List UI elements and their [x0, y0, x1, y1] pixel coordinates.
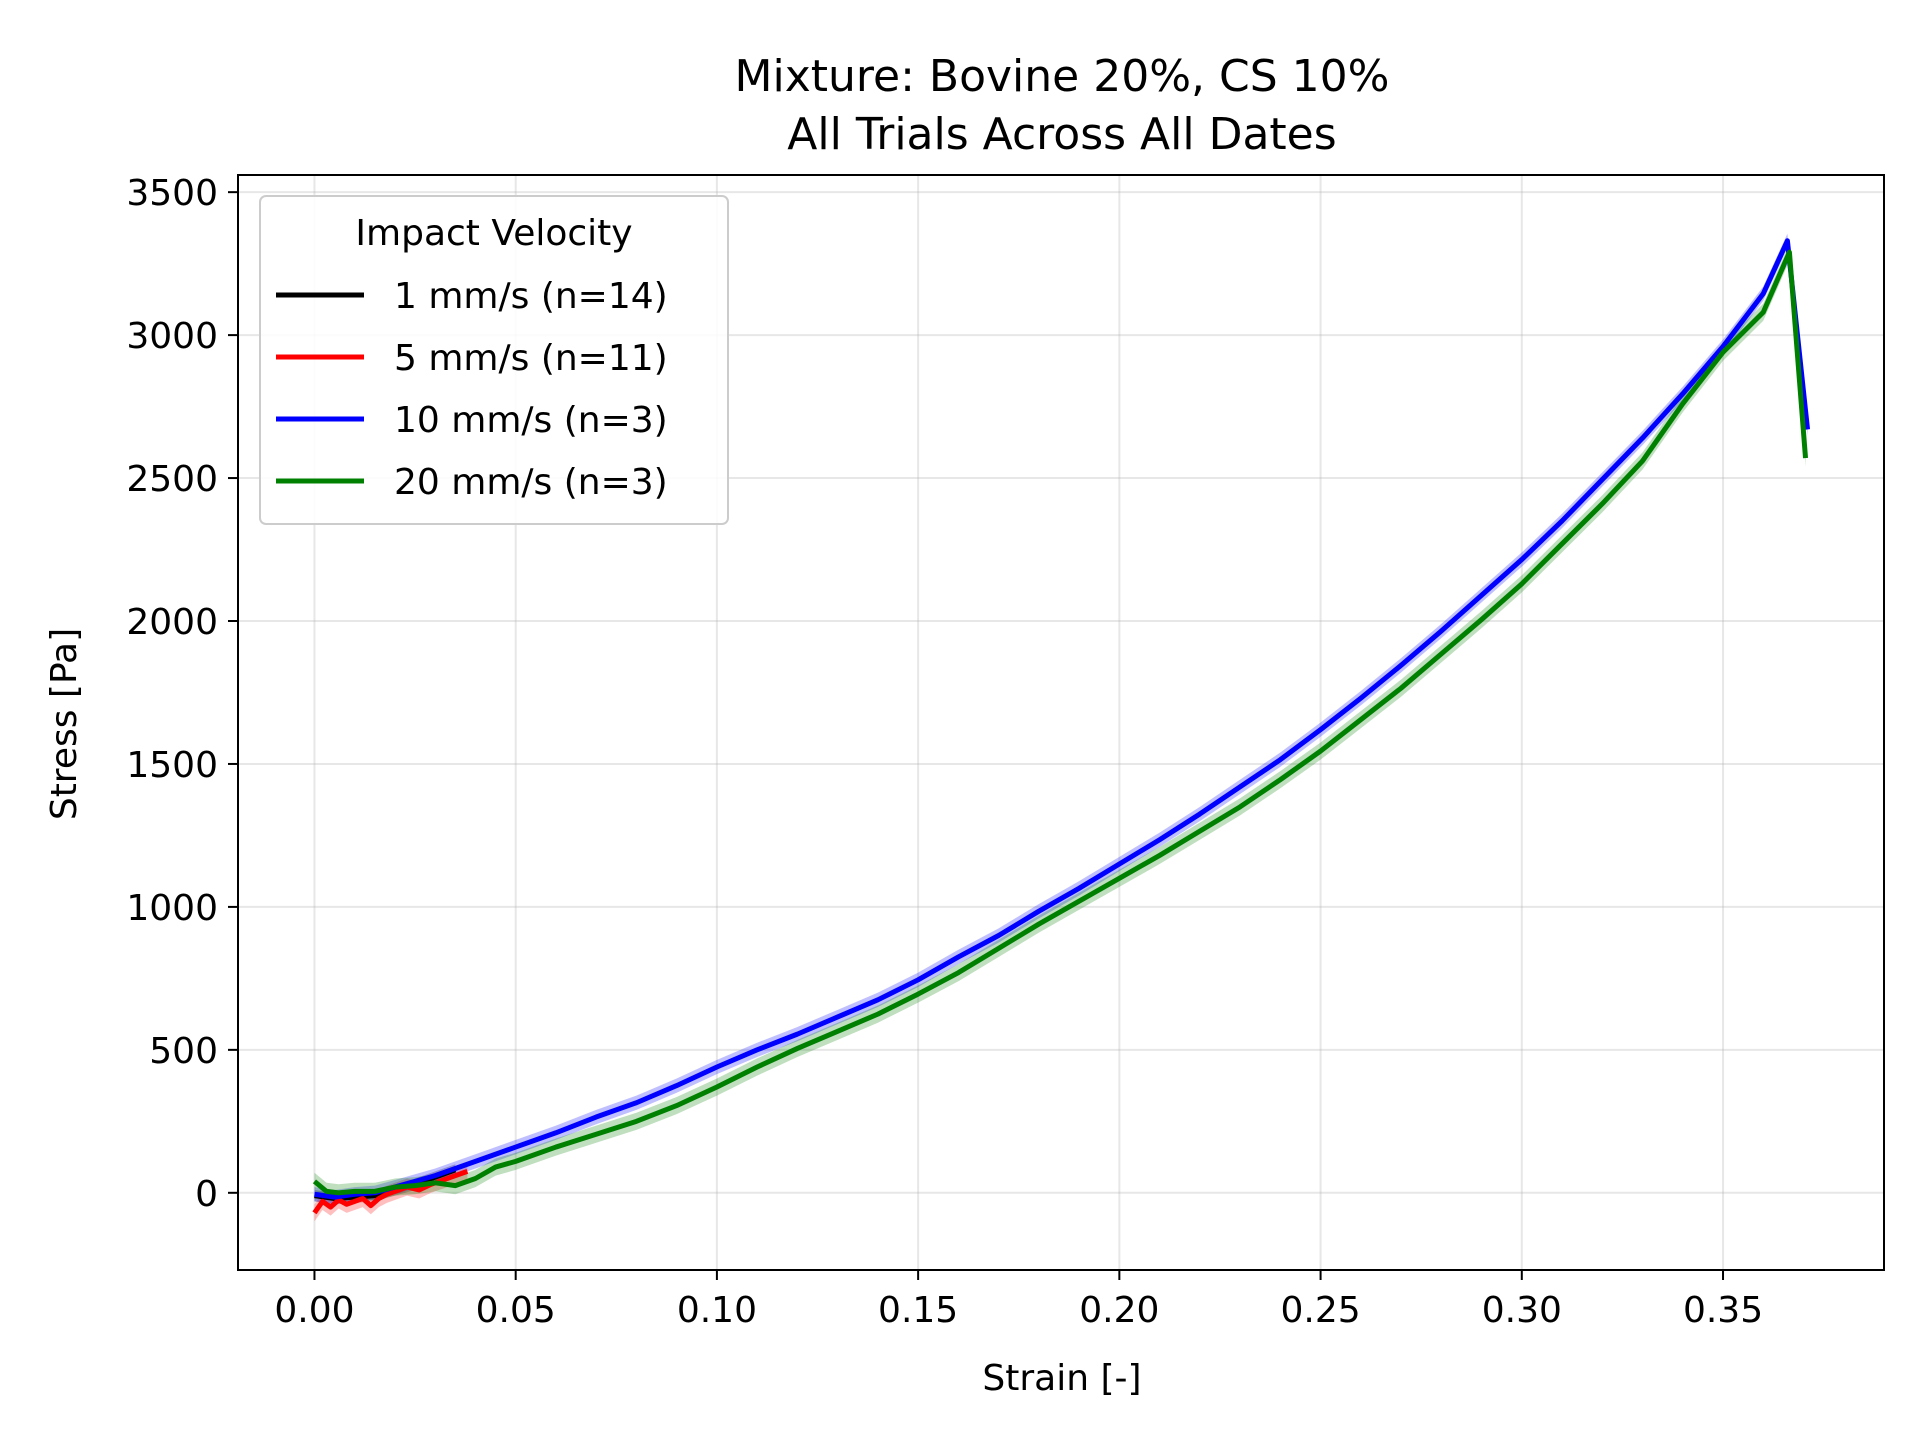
y-tick-label: 1500 [126, 745, 218, 786]
legend-title: Impact Velocity [355, 213, 632, 254]
legend-entry-label: 20 mm/s (n=3) [394, 462, 668, 503]
chart-subtitle: All Trials Across All Dates [787, 109, 1336, 160]
chart-title: Mixture: Bovine 20%, CS 10% [735, 51, 1390, 102]
plot-area-frame [237, 174, 1885, 1271]
x-tick-label: 0.35 [1683, 1290, 1763, 1331]
y-tick-label: 3500 [126, 173, 218, 214]
data-lines [312, 238, 1811, 1215]
x-tick-label: 0.20 [1079, 1290, 1159, 1331]
x-tick-label: 0.10 [677, 1290, 757, 1331]
y-tick-label: 500 [149, 1031, 218, 1072]
x-tick-label: 0.25 [1280, 1290, 1360, 1331]
legend-box [259, 195, 729, 525]
y-tick-label: 1000 [126, 888, 218, 929]
legend-entry-label: 1 mm/s (n=14) [394, 276, 668, 317]
y-tick-label: 3000 [126, 316, 218, 357]
x-tick-label: 0.15 [878, 1290, 958, 1331]
x-tick-label: 0.30 [1482, 1290, 1562, 1331]
y-tick-label: 2000 [126, 602, 218, 643]
y-axis-label: Stress [Pa] [44, 628, 85, 820]
series-line-3 [312, 249, 1809, 1196]
legend-entry-label: 5 mm/s (n=11) [394, 338, 668, 379]
y-tick-label: 2500 [126, 459, 218, 500]
axis-ticks: 0.00 0.05 0.10 0.15 0.20 0.25 0.30 0.35 0 500 1000… [126, 173, 1763, 1331]
x-tick-label: 0.00 [274, 1290, 354, 1331]
legend: Impact Velocity 1 mm/s (n=14) 5 mm/s (n=11… [259, 195, 729, 525]
series-line-2 [314, 238, 1811, 1200]
y-tick-label: 0 [195, 1174, 218, 1215]
x-axis-label: Strain [-] [982, 1358, 1141, 1399]
x-tick-label: 0.05 [476, 1290, 556, 1331]
legend-entry-label: 10 mm/s (n=3) [394, 400, 668, 441]
